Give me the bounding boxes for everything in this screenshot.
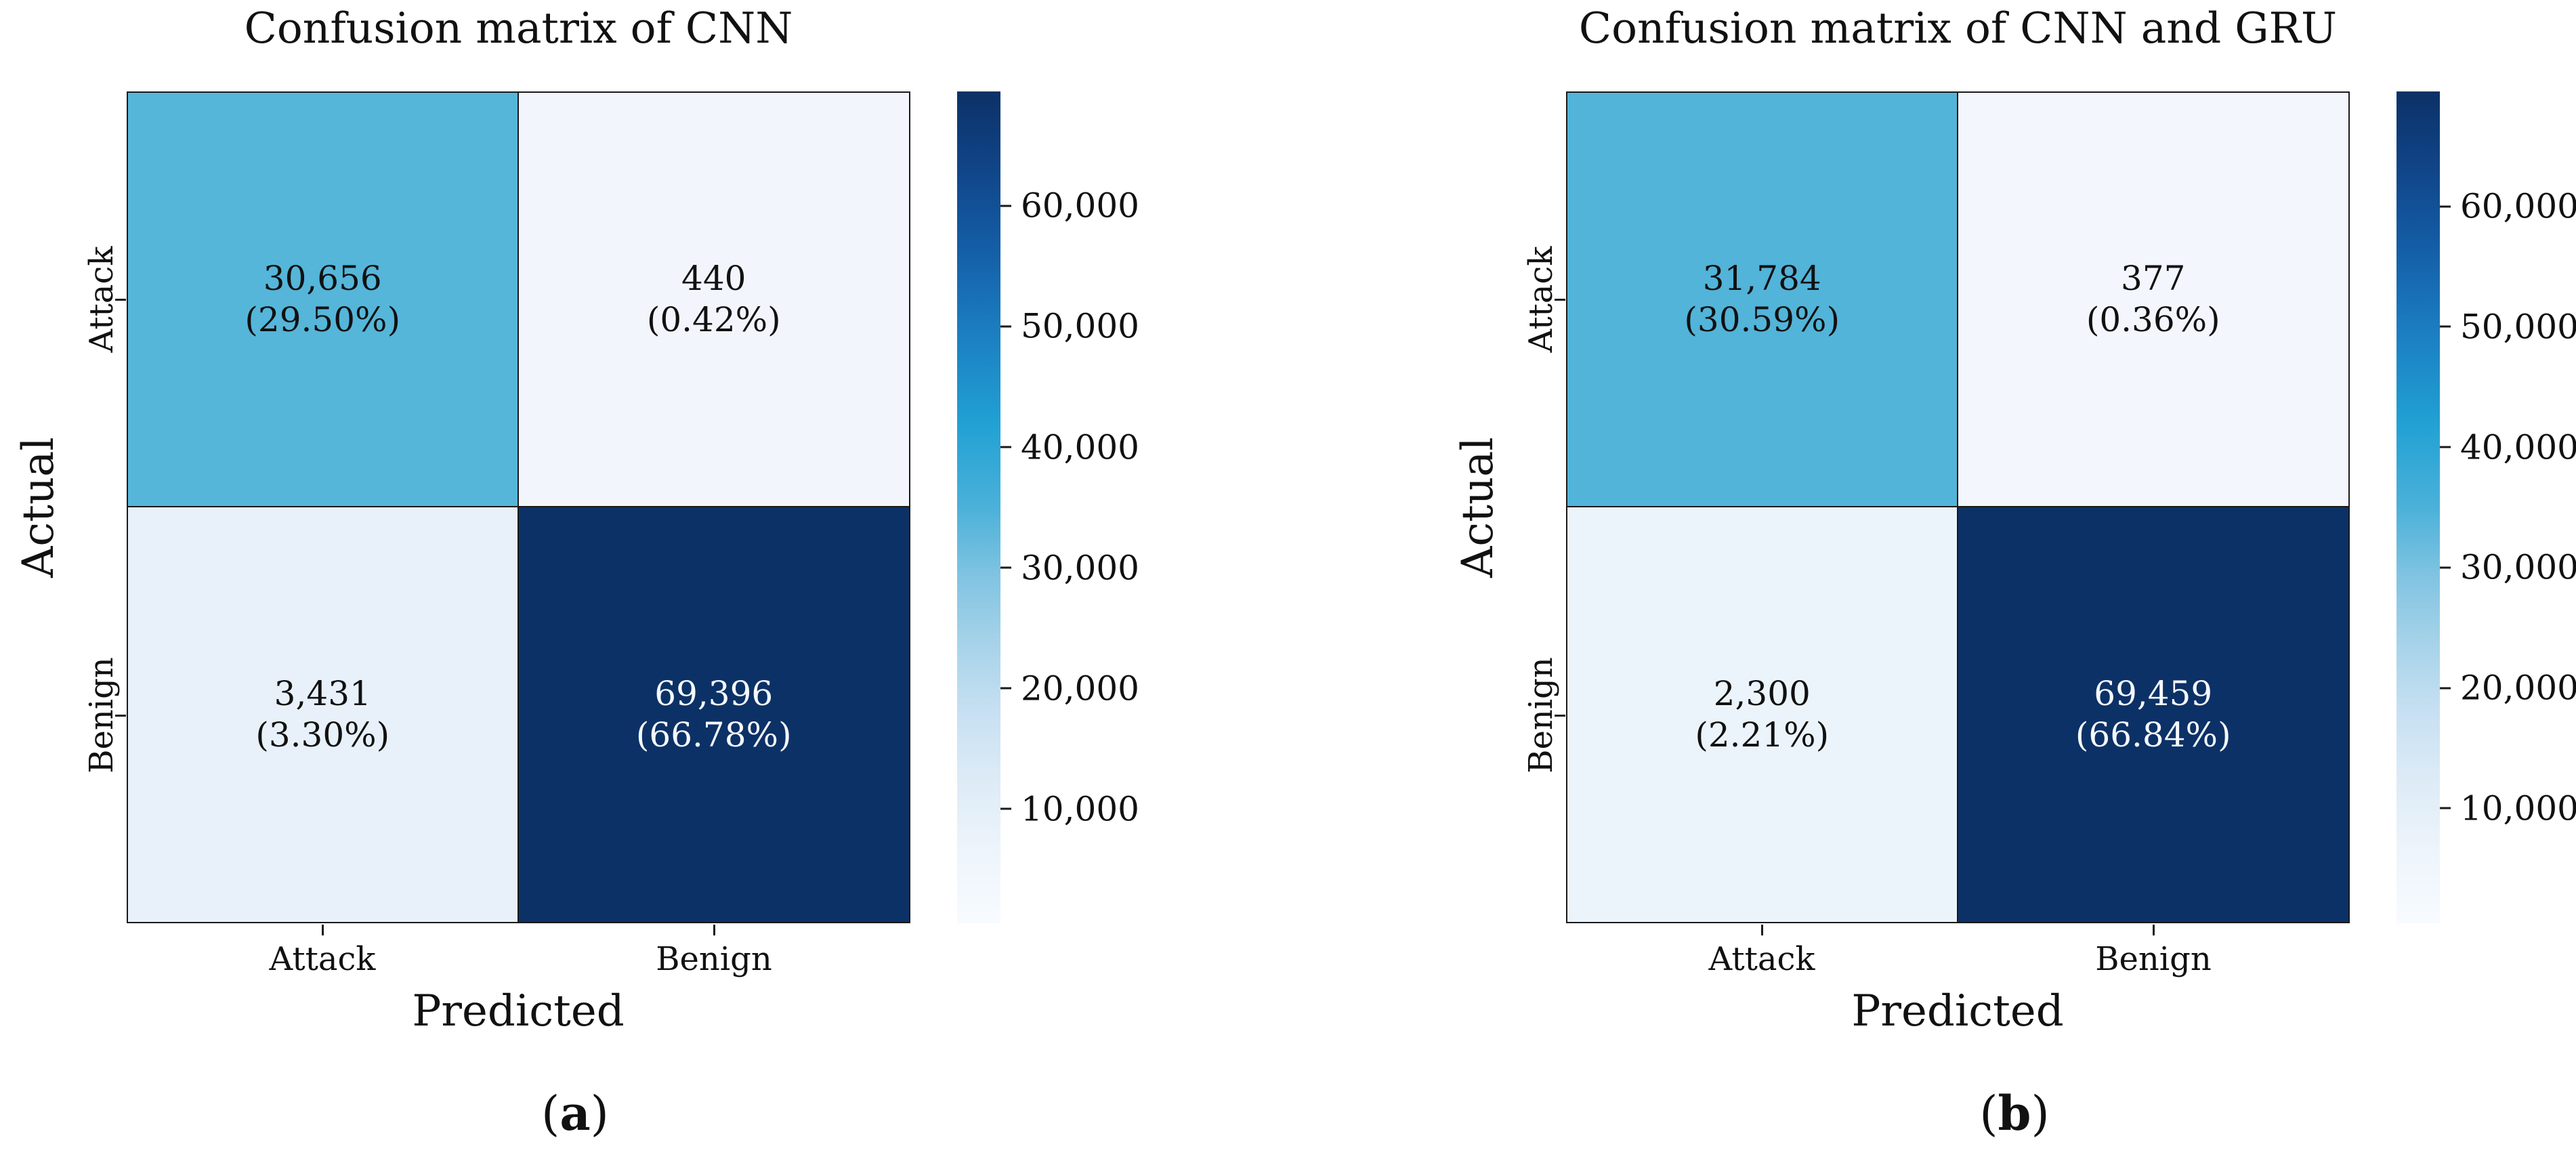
cell-count: 440 — [681, 259, 746, 298]
y-tick-mark — [1555, 299, 1565, 301]
colorbar-tick-mark — [2440, 325, 2451, 328]
colorbar-tick-label: 60,000 — [2460, 186, 2576, 226]
subfigure-caption-b: (b) — [1979, 1084, 2050, 1143]
x-tick-label-attack-a: Attack — [269, 940, 376, 978]
caption-paren: ) — [590, 1086, 609, 1141]
cell-percent: (29.50%) — [245, 300, 401, 339]
x-tick-label-attack-b: Attack — [1708, 940, 1815, 978]
panel-a: Confusion matrix of CNN Actual Attack Be… — [0, 0, 1152, 1161]
cell-percent: (66.78%) — [635, 715, 792, 755]
cell-percent: (3.30%) — [255, 715, 390, 755]
caption-letter: a — [559, 1085, 591, 1141]
colorbar-tick-mark — [1000, 687, 1011, 690]
cell-count: 31,784 — [1702, 259, 1821, 298]
cell-actual-attack-pred-benign: 377 (0.36%) — [1958, 93, 2348, 507]
x-tick-mark — [713, 925, 715, 935]
colorbar-tick-label: 30,000 — [2460, 547, 2576, 587]
colorbar-tick-label: 40,000 — [1021, 427, 1139, 467]
x-axis-label-a: Predicted — [412, 986, 625, 1036]
colorbar-tick-mark — [1000, 205, 1011, 207]
cell-count: 69,396 — [654, 674, 774, 713]
x-tick-mark — [2153, 925, 2155, 935]
colorbar-a: 10,000 20,000 30,000 40,000 50,000 60,000 — [957, 91, 1139, 923]
colorbar-tick-mark — [2440, 566, 2451, 569]
heatmap-grid-b: 31,784 (30.59%) 377 (0.36%) 2,300 (2.21%… — [1566, 91, 2350, 923]
colorbar-tick-mark — [2440, 446, 2451, 448]
colorbar-tick-mark — [1000, 566, 1011, 569]
cell-percent: (30.59%) — [1684, 300, 1840, 339]
caption-paren: ) — [2031, 1086, 2050, 1141]
y-tick-mark — [115, 715, 126, 717]
chart-title-b: Confusion matrix of CNN and GRU — [1578, 3, 2338, 53]
cell-actual-benign-pred-attack: 2,300 (2.21%) — [1567, 507, 1958, 922]
cell-actual-attack-pred-attack: 31,784 (30.59%) — [1567, 93, 1958, 507]
y-axis-label-b: Actual — [1453, 437, 1503, 578]
subfigure-caption-a: (a) — [541, 1084, 609, 1143]
x-tick-mark — [1761, 925, 1763, 935]
colorbar-tick-label: 40,000 — [2460, 427, 2576, 467]
colorbar-tick-label: 20,000 — [1021, 669, 1139, 709]
cell-count: 377 — [2121, 259, 2186, 298]
cell-count: 69,459 — [2094, 674, 2213, 713]
colorbar-gradient — [957, 91, 1000, 923]
colorbar-tick-mark — [1000, 446, 1011, 448]
colorbar-tick-label: 30,000 — [1021, 548, 1139, 588]
colorbar-tick-mark — [2440, 687, 2451, 690]
cell-percent: (66.84%) — [2075, 715, 2231, 755]
chart-title-a: Confusion matrix of CNN — [244, 3, 793, 53]
heatmap-grid-a: 30,656 (29.50%) 440 (0.42%) 3,431 (3.30%… — [127, 91, 910, 923]
colorbar-tick-mark — [2440, 205, 2451, 208]
x-tick-label-benign-a: Benign — [656, 940, 772, 978]
caption-letter: b — [1998, 1085, 2031, 1141]
caption-paren: ( — [1979, 1086, 1998, 1141]
cell-percent: (2.21%) — [1695, 715, 1830, 755]
cell-actual-attack-pred-attack: 30,656 (29.50%) — [128, 93, 519, 507]
colorbar-tick-label: 50,000 — [2460, 307, 2576, 347]
colorbar-tick-label: 10,000 — [1021, 789, 1139, 829]
colorbar-tick-label: 10,000 — [2460, 788, 2576, 828]
panel-b: Confusion matrix of CNN and GRU Actual A… — [1439, 0, 2576, 1161]
colorbar-tick-label: 50,000 — [1021, 306, 1139, 346]
colorbar-gradient — [2396, 91, 2440, 923]
caption-paren: ( — [541, 1086, 560, 1141]
colorbar-tick-mark — [1000, 325, 1011, 328]
cell-actual-benign-pred-benign: 69,459 (66.84%) — [1958, 507, 2348, 922]
cell-actual-benign-pred-attack: 3,431 (3.30%) — [128, 507, 519, 922]
y-tick-mark — [115, 299, 126, 301]
colorbar-b: 10,000 20,000 30,000 40,000 50,000 60,000 — [2396, 91, 2576, 923]
colorbar-tick-label: 60,000 — [1021, 186, 1139, 226]
cell-actual-attack-pred-benign: 440 (0.42%) — [518, 93, 909, 507]
cell-count: 30,656 — [263, 259, 382, 298]
cell-percent: (0.42%) — [646, 300, 781, 339]
colorbar-tick-label: 20,000 — [2460, 668, 2576, 708]
y-tick-mark — [1555, 715, 1565, 717]
x-tick-label-benign-b: Benign — [2095, 940, 2212, 978]
colorbar-tick-mark — [2440, 807, 2451, 809]
cell-percent: (0.36%) — [2086, 300, 2220, 339]
cell-count: 2,300 — [1713, 674, 1811, 713]
x-tick-mark — [322, 925, 324, 935]
cell-count: 3,431 — [274, 674, 371, 713]
x-axis-label-b: Predicted — [1851, 986, 2064, 1036]
y-axis-label-a: Actual — [14, 437, 64, 578]
colorbar-tick-mark — [1000, 807, 1011, 810]
cell-actual-benign-pred-benign: 69,396 (66.78%) — [518, 507, 909, 922]
